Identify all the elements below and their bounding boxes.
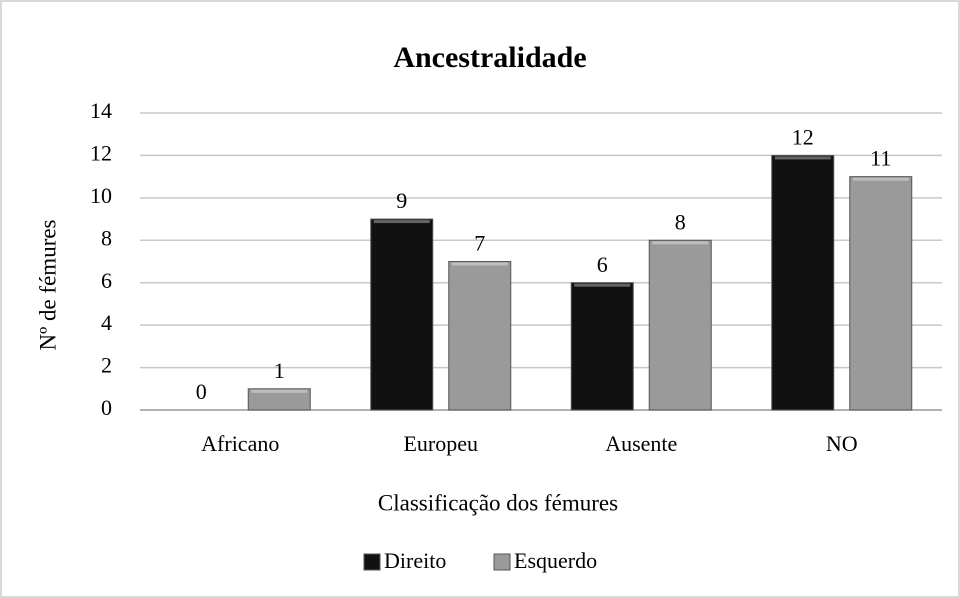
bar — [370, 218, 434, 411]
y-tick-label: 0 — [101, 395, 112, 420]
y-tick-label: 2 — [101, 353, 112, 378]
data-label: 1 — [274, 358, 285, 383]
y-tick-label: 14 — [90, 98, 112, 123]
y-tick-label: 12 — [90, 140, 112, 165]
data-label: 9 — [396, 188, 407, 213]
y-tick-label: 6 — [101, 268, 112, 293]
y-axis-title: Nº de fémures — [35, 219, 60, 350]
bar-bevel — [574, 283, 631, 287]
x-axis-title: Classificação dos fémures — [378, 490, 618, 515]
data-label: 6 — [597, 252, 608, 277]
data-label: 12 — [792, 124, 814, 149]
bar-bevel — [451, 262, 508, 266]
legend-label: Esquerdo — [514, 548, 597, 573]
bar — [448, 261, 512, 411]
legend-swatch — [363, 553, 381, 571]
chart-title: Ancestralidade — [393, 41, 586, 74]
bar-bevel — [373, 220, 430, 224]
y-tick-label: 4 — [101, 310, 112, 335]
bar — [849, 176, 913, 411]
y-tick-label: 10 — [90, 183, 112, 208]
data-label: 7 — [474, 231, 485, 256]
bar — [570, 282, 634, 411]
y-tick-label: 8 — [101, 225, 112, 250]
x-tick-label: Africano — [201, 431, 279, 456]
bar — [648, 239, 712, 411]
data-label: 11 — [870, 146, 891, 171]
legend-label: Direito — [384, 548, 446, 573]
bar — [247, 388, 311, 411]
x-tick-label: Ausente — [605, 431, 677, 456]
bar-bevel — [652, 241, 709, 245]
bar — [771, 154, 835, 411]
legend-swatch — [493, 553, 511, 571]
x-tick-label: NO — [826, 431, 858, 456]
bar-bevel — [852, 177, 909, 181]
bar-bevel — [251, 389, 308, 393]
data-label: 0 — [196, 379, 207, 404]
x-tick-label: Europeu — [403, 431, 478, 456]
bar-bevel — [774, 156, 831, 160]
data-label: 8 — [675, 209, 686, 234]
